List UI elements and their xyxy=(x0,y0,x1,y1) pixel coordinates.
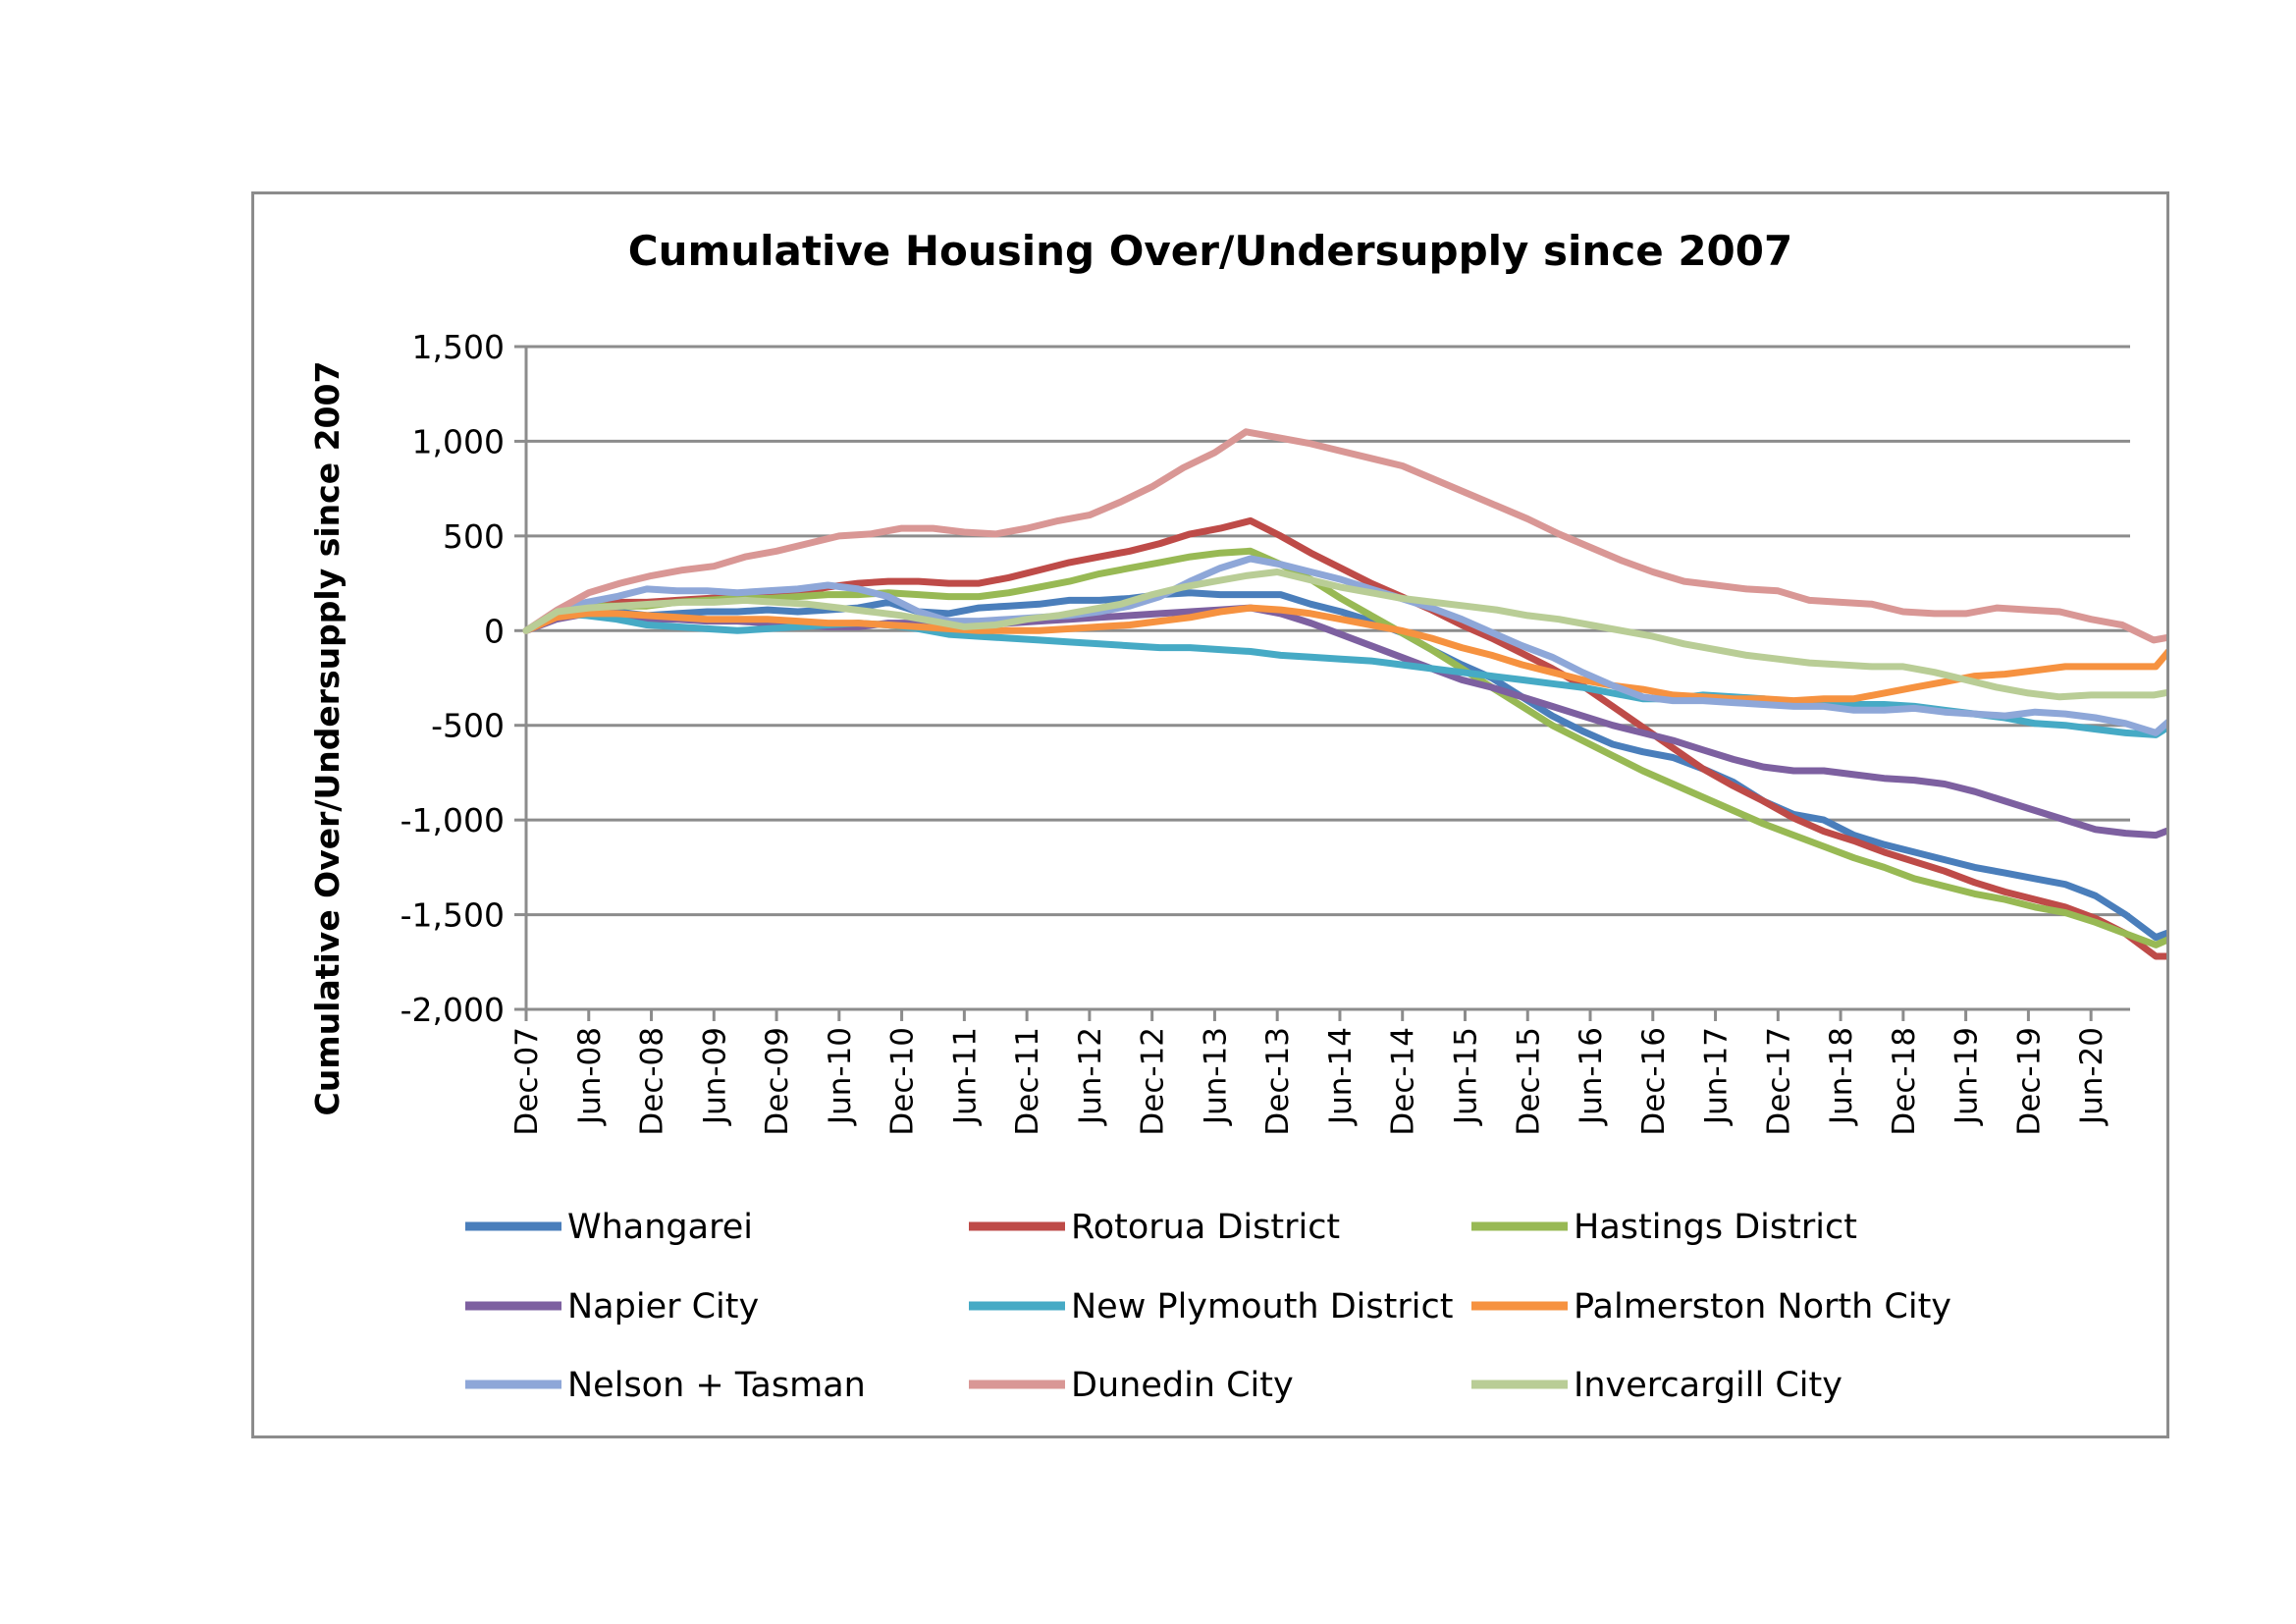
legend-label-hastings-district: Hastings District xyxy=(1574,1208,1857,1247)
x-tick-label: Dec-14 xyxy=(1386,1027,1421,1136)
y-tick-label: -500 xyxy=(431,707,505,745)
y-axis-label: Cumulative Over/Undersupply since 2007 xyxy=(308,361,347,1116)
x-tick-label: Dec-09 xyxy=(760,1027,795,1136)
x-tick-label: Jun-09 xyxy=(697,1027,732,1126)
x-tick-label: Jun-14 xyxy=(1323,1027,1359,1126)
legend-label-invercargill-city: Invercargill City xyxy=(1574,1366,1842,1405)
y-tick-label: 0 xyxy=(484,612,505,650)
legend-label-rotorua-district: Rotorua District xyxy=(1071,1208,1340,1247)
series-line-napier-city xyxy=(522,604,2166,839)
y-tick-label: -1,500 xyxy=(400,896,505,935)
legend: Whangarei Rotorua District Hastings Distri… xyxy=(465,1208,1951,1405)
x-tick-label: Dec-12 xyxy=(1136,1027,1171,1136)
series-lines xyxy=(522,428,2166,960)
y-tick-label: -2,000 xyxy=(400,991,505,1029)
x-tick-label: Dec-10 xyxy=(885,1027,921,1136)
x-tick-label: Dec-19 xyxy=(2011,1027,2047,1136)
x-tick-label: Jun-19 xyxy=(1949,1027,1985,1126)
x-tick-label: Jun-11 xyxy=(947,1027,983,1126)
x-tick-label: Jun-12 xyxy=(1073,1027,1108,1126)
x-tick-label: Jun-20 xyxy=(2074,1027,2109,1126)
series-line-whangarei xyxy=(522,589,2166,942)
line-chart: Cumulative Housing Over/Undersupply sinc… xyxy=(308,227,2166,1405)
series-line-nelson-tasman xyxy=(522,555,2166,736)
y-tick-label: 1,000 xyxy=(412,422,505,460)
chart-title: Cumulative Housing Over/Undersupply sinc… xyxy=(628,227,1792,275)
x-tick-label: Dec-13 xyxy=(1260,1027,1296,1136)
legend-label-napier-city: Napier City xyxy=(567,1287,759,1326)
x-tick-label: Jun-16 xyxy=(1574,1027,1609,1126)
legend-label-whangarei: Whangarei xyxy=(567,1208,753,1247)
x-tick-label: Jun-13 xyxy=(1198,1027,1233,1126)
series-line-dunedin-city xyxy=(522,428,2166,644)
x-tick-label: Jun-15 xyxy=(1448,1027,1483,1126)
x-tick-label: Dec-08 xyxy=(635,1027,670,1136)
x-tick-label: Dec-17 xyxy=(1761,1027,1796,1136)
legend-label-new-plymouth-district: New Plymouth District xyxy=(1071,1287,1453,1326)
x-tick-label: Jun-08 xyxy=(572,1027,608,1126)
x-tick-label: Dec-16 xyxy=(1636,1027,1672,1136)
y-tick-label: -1,000 xyxy=(400,801,505,839)
axes xyxy=(524,347,2130,1021)
chart-frame: Cumulative Housing Over/Undersupply sinc… xyxy=(251,191,2169,1438)
x-tick-label: Dec-18 xyxy=(1887,1027,1922,1136)
x-tick-label: Dec-15 xyxy=(1511,1027,1546,1136)
series-line-invercargill-city xyxy=(522,568,2166,701)
y-tick-label: 1,500 xyxy=(412,328,505,366)
series-line-hastings-district xyxy=(522,547,2166,948)
y-tick-labels: 1,500 1,000 500 0 -500 -1,000 -1,500 -2,000 xyxy=(400,328,505,1029)
series-line-palmerston-north-city xyxy=(522,604,2166,705)
legend-label-palmerston-north-city: Palmerston North City xyxy=(1574,1287,1951,1326)
x-tick-label: Dec-11 xyxy=(1010,1027,1045,1136)
x-tick-label: Jun-10 xyxy=(823,1027,858,1126)
legend-label-nelson-tasman: Nelson + Tasman xyxy=(567,1366,866,1405)
x-tick-label: Dec-07 xyxy=(509,1027,545,1136)
x-tick-labels: Dec-07 Jun-08 Dec-08 Jun-09 Dec-09 Jun-10 Dec-… xyxy=(509,1027,2109,1136)
y-tick-label: 500 xyxy=(443,517,505,556)
legend-label-dunedin-city: Dunedin City xyxy=(1071,1366,1294,1405)
x-tick-label: Jun-18 xyxy=(1824,1027,1859,1126)
x-tick-label: Jun-17 xyxy=(1699,1027,1735,1126)
